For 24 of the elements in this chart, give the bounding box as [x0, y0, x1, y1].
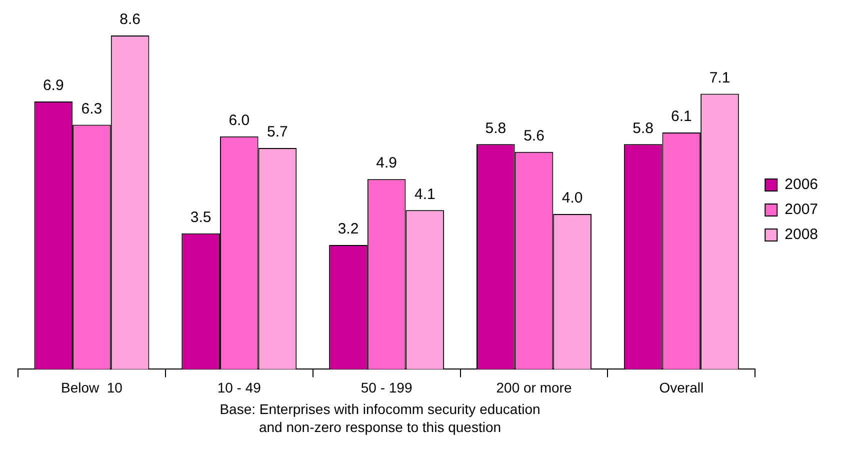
data-label: 5.8: [485, 120, 506, 137]
data-label: 8.6: [120, 11, 140, 28]
data-label: 3.2: [338, 220, 359, 238]
legend-label: 2006: [784, 176, 818, 194]
data-label: 6.1: [670, 108, 692, 126]
data-label: 5.7: [267, 124, 288, 141]
x-tick-label: Overall: [659, 379, 704, 396]
data-label: 7.1: [709, 69, 730, 86]
legend-label: 2007: [784, 201, 818, 218]
data-label: 4.9: [376, 154, 397, 172]
text: Base: Enterprises with infocomm security education and non-zero response to this question: [218, 400, 542, 436]
data-label: 6.3: [81, 100, 102, 118]
legend-label: 2008: [784, 226, 818, 244]
data-label: 4.1: [414, 186, 436, 203]
x-tick-label: 10 - 49: [217, 379, 262, 396]
data-label: 5.8: [632, 120, 654, 137]
data-label: 3.5: [190, 209, 212, 226]
data-label: 4.0: [562, 190, 583, 207]
data-label: 5.6: [524, 128, 544, 145]
x-tick-label: 50 - 199: [360, 379, 412, 396]
x-tick-label: Below 10: [60, 379, 123, 396]
x-tick-label: 200 or more: [496, 379, 572, 396]
data-label: 6.0: [228, 112, 250, 130]
data-label: 6.9: [42, 77, 64, 94]
